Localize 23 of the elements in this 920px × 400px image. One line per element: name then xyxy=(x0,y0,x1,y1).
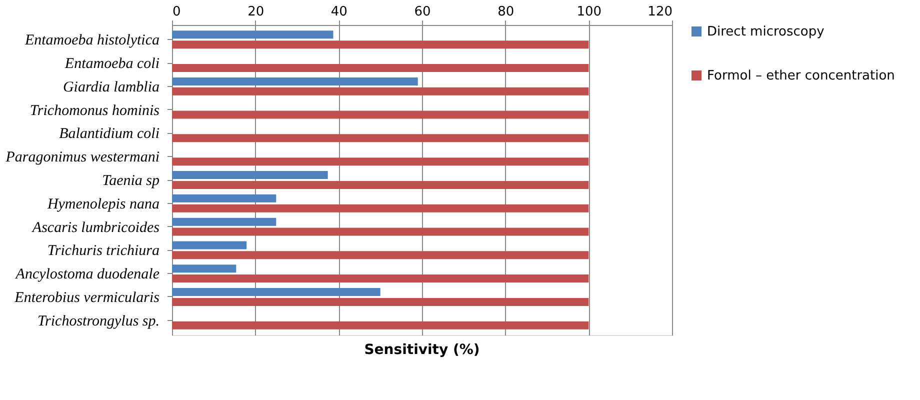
y-tick-label: Hymenolepis nana xyxy=(46,196,160,212)
y-tick-label: Enterobius vermicularis xyxy=(14,290,160,306)
x-tick-label: 40 xyxy=(330,4,348,20)
y-tick-label: Trichuris trichiura xyxy=(47,243,160,260)
y-tick-label: Taenia sp xyxy=(102,173,160,189)
x-tick-label: 0 xyxy=(172,4,181,20)
y-tick-label: Ascaris lumbricoides xyxy=(31,220,160,236)
y-tick-label: Entamoeba histolytica xyxy=(24,32,160,49)
y-tick-label: Paragonimus westermani xyxy=(4,150,160,166)
y-tick-label: Trichostrongylus sp. xyxy=(38,313,160,330)
y-tick-label: Ancylostoma duodenale xyxy=(14,266,160,283)
x-axis-title: Sensitivity (%) xyxy=(364,342,480,358)
y-tick-label: Entamoeba coli xyxy=(64,56,160,72)
x-tick-label: 80 xyxy=(498,4,514,20)
y-tick-label: Giardia lamblia xyxy=(62,79,160,96)
y-tick-label: Balantidium coli xyxy=(59,126,160,142)
x-tick-label: 120 xyxy=(648,4,672,20)
x-tick-label: 60 xyxy=(414,4,431,20)
y-tick-label: Trichomonus hominis xyxy=(30,102,160,119)
legend-label: Formol – ether concentration xyxy=(707,68,895,84)
legend-label: Direct microscopy xyxy=(707,24,825,40)
x-tick-label: 100 xyxy=(576,4,602,20)
x-tick-label: 20 xyxy=(248,4,264,20)
